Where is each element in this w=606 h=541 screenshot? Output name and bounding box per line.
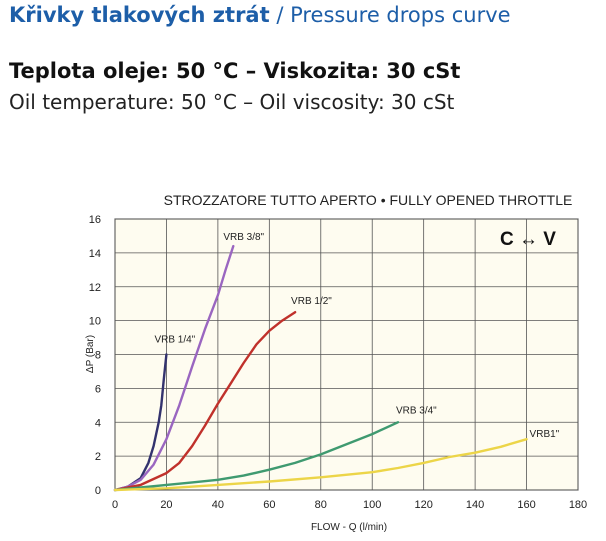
- title-separator: /: [269, 3, 291, 27]
- chart-title: STROZZATORE TUTTO APERTO • FULLY OPENED …: [164, 192, 573, 208]
- series-label: VRB 1/2": [291, 296, 332, 307]
- y-tick-label: 12: [89, 282, 101, 294]
- x-tick-label: 60: [263, 499, 275, 511]
- series-label: VRB 1/4": [154, 335, 195, 346]
- x-tick-label: 80: [315, 499, 327, 511]
- x-tick-label: 100: [363, 499, 381, 511]
- x-tick-label: 160: [517, 499, 535, 511]
- x-tick-label: 180: [569, 499, 587, 511]
- title-czech: Křivky tlakových ztrát: [9, 3, 270, 27]
- x-tick-label: 0: [112, 499, 118, 511]
- x-tick-label: 120: [414, 499, 432, 511]
- x-axis-label: FLOW - Q (l/min): [311, 522, 387, 533]
- series-label: VRB1": [530, 429, 560, 440]
- chart-series: [113, 244, 528, 492]
- y-tick-label: 4: [95, 417, 101, 429]
- chart-grid: [114, 218, 579, 491]
- series-line: [113, 421, 400, 492]
- flow-direction-annotation: C ↔ V: [500, 229, 556, 250]
- y-tick-label: 2: [95, 451, 101, 463]
- title-english: Pressure drops curve: [290, 3, 511, 27]
- series-line: [113, 311, 297, 492]
- x-tick-label: 140: [466, 499, 484, 511]
- page-title: Křivky tlakových ztrát / Pressure drops …: [9, 3, 511, 27]
- y-tick-label: 0: [95, 485, 101, 497]
- x-tick-label: 20: [160, 499, 172, 511]
- subtitle-czech: Teplota oleje: 50 °C – Viskozita: 30 cSt: [9, 59, 461, 83]
- subtitle-english: Oil temperature: 50 °C – Oil viscosity: …: [9, 90, 455, 114]
- series-line: [113, 244, 235, 492]
- axis-ticks: 0 20 40 60 80 100 120 140 160 180 0 2 4 6 8 10 12 14 16: [89, 214, 587, 511]
- series-label: VRB 3/4": [396, 405, 437, 416]
- y-tick-label: 8: [95, 350, 101, 362]
- series-line: [113, 438, 528, 492]
- series-labels: VRB 1/4" VRB 3/8" VRB 1/2" VRB 3/4" VRB1": [154, 232, 559, 440]
- y-tick-label: 6: [95, 383, 101, 395]
- series-label: VRB 3/8": [223, 232, 264, 243]
- y-axis-label: ΔP (Bar): [85, 335, 96, 373]
- y-tick-label: 14: [89, 248, 101, 260]
- y-tick-label: 16: [89, 214, 101, 226]
- x-tick-label: 40: [212, 499, 224, 511]
- y-tick-label: 10: [89, 316, 101, 328]
